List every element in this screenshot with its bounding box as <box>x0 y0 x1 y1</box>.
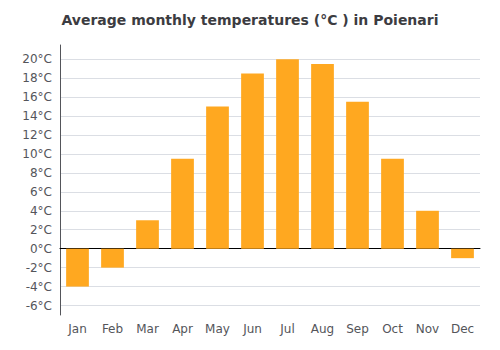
svg-text:-2°C: -2°C <box>26 261 52 275</box>
svg-text:12°C: 12°C <box>22 128 52 142</box>
svg-text:Nov: Nov <box>416 322 439 336</box>
svg-text:Average monthly temperatures (: Average monthly temperatures (°C ) in Po… <box>62 12 439 28</box>
svg-text:Jul: Jul <box>279 322 294 336</box>
svg-text:18°C: 18°C <box>22 71 52 85</box>
svg-text:Sep: Sep <box>346 322 369 336</box>
svg-text:Apr: Apr <box>172 322 193 336</box>
svg-text:0°C: 0°C <box>30 242 52 256</box>
svg-text:Oct: Oct <box>382 322 403 336</box>
svg-text:-6°C: -6°C <box>26 299 52 313</box>
svg-text:Jun: Jun <box>242 322 262 336</box>
svg-text:10°C: 10°C <box>22 147 52 161</box>
svg-text:Dec: Dec <box>451 322 474 336</box>
svg-text:Jan: Jan <box>67 322 87 336</box>
svg-text:2°C: 2°C <box>30 223 52 237</box>
svg-text:16°C: 16°C <box>22 90 52 104</box>
svg-text:Mar: Mar <box>136 322 159 336</box>
svg-text:May: May <box>205 322 230 336</box>
svg-text:6°C: 6°C <box>30 185 52 199</box>
svg-text:Aug: Aug <box>311 322 334 336</box>
svg-text:8°C: 8°C <box>30 166 52 180</box>
svg-text:20°C: 20°C <box>22 52 52 66</box>
svg-text:Feb: Feb <box>102 322 123 336</box>
svg-text:-4°C: -4°C <box>26 280 52 294</box>
svg-text:4°C: 4°C <box>30 204 52 218</box>
svg-text:14°C: 14°C <box>22 109 52 123</box>
